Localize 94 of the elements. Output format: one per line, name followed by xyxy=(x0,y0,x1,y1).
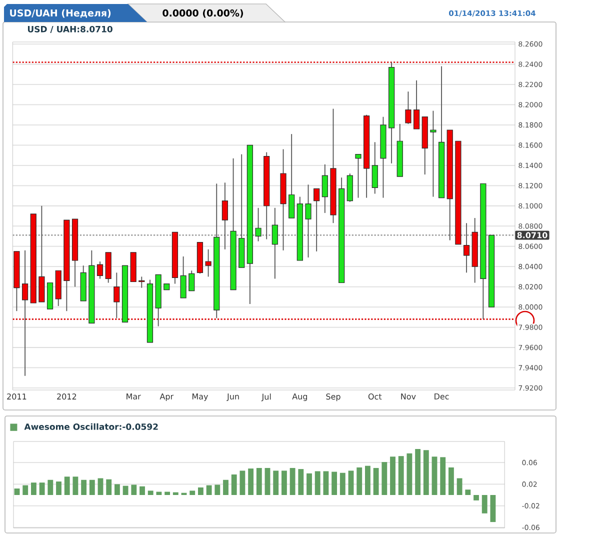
candlestick xyxy=(430,110,436,198)
chart-subtitle: USD / UAH:8.0710 xyxy=(28,26,112,34)
x-tick-label: Jun xyxy=(226,394,239,401)
bar xyxy=(382,462,388,496)
x-tick-label: Nov xyxy=(401,394,416,400)
candlestick xyxy=(288,134,295,218)
x-tick-label: Oct xyxy=(368,394,382,400)
bar xyxy=(440,457,446,496)
bar xyxy=(490,495,496,522)
bar xyxy=(398,456,404,496)
candlestick xyxy=(114,272,120,319)
bar xyxy=(39,482,45,496)
candlestick xyxy=(222,182,228,250)
bar xyxy=(456,478,462,496)
bar xyxy=(415,449,421,496)
bar xyxy=(131,484,137,496)
bar xyxy=(81,480,87,496)
bar xyxy=(206,485,212,496)
legend-label: Awesome Oscillator:-0.0592 xyxy=(24,423,158,430)
bar xyxy=(214,484,220,496)
candlestick xyxy=(96,261,104,280)
bar xyxy=(48,480,54,496)
bar xyxy=(290,468,296,496)
bar xyxy=(198,487,204,496)
bar xyxy=(148,490,154,496)
x-tick-label: May xyxy=(192,394,208,402)
x-tick-label: Apr xyxy=(160,394,174,402)
bar xyxy=(172,492,178,496)
bar xyxy=(314,471,320,496)
candlestick xyxy=(22,250,28,376)
bar xyxy=(323,471,329,496)
bar xyxy=(482,495,488,514)
candlestick xyxy=(255,207,262,242)
chart-title: USD/UAH (Неделя) xyxy=(10,9,111,18)
bar xyxy=(56,481,62,496)
bar xyxy=(190,490,196,496)
x-tick-label: 2011 xyxy=(7,394,26,400)
bar xyxy=(340,472,346,496)
candlestick xyxy=(205,248,212,278)
x-tick-label: Dec xyxy=(434,394,449,400)
bar xyxy=(264,468,270,496)
candlestick xyxy=(372,142,378,194)
candlestick xyxy=(305,184,312,258)
bar xyxy=(248,468,254,496)
bar xyxy=(356,467,362,496)
candlestick xyxy=(314,188,320,252)
candlestick xyxy=(138,276,145,288)
x-tick-label: Mar xyxy=(126,394,141,400)
candlestick xyxy=(405,91,412,124)
candlestick xyxy=(463,222,470,274)
bar xyxy=(364,466,370,496)
text: 0.0000 (0.00%) xyxy=(162,9,244,18)
bar xyxy=(223,480,228,496)
bar xyxy=(432,456,438,496)
bar xyxy=(373,468,379,496)
bar xyxy=(30,482,36,496)
candlestick xyxy=(188,270,195,292)
bar xyxy=(140,486,145,496)
bar xyxy=(281,470,287,496)
bar xyxy=(406,453,412,496)
bar xyxy=(423,450,429,496)
candlestick xyxy=(322,164,328,214)
candlestick xyxy=(413,80,420,130)
bar xyxy=(298,469,304,496)
x-tick-label: Sep xyxy=(326,394,340,402)
ref-line-label: 8.0710 xyxy=(517,232,548,238)
bar xyxy=(348,470,354,496)
candlestick xyxy=(355,154,362,198)
bar xyxy=(98,478,104,496)
x-tick-label: 2012 xyxy=(57,394,76,400)
candlestick xyxy=(180,256,186,298)
bar xyxy=(273,470,279,496)
x-tick-label: Jul xyxy=(261,394,271,402)
bar xyxy=(256,468,262,496)
bar xyxy=(64,476,70,496)
bar xyxy=(72,476,78,496)
bar xyxy=(448,467,454,496)
bar xyxy=(14,488,20,496)
bar xyxy=(156,492,162,496)
bar xyxy=(332,472,338,496)
bar xyxy=(114,484,120,496)
candlestick xyxy=(272,207,278,280)
bar xyxy=(474,495,479,500)
bar xyxy=(122,486,128,496)
bar xyxy=(89,480,95,496)
bar xyxy=(465,490,471,496)
bar xyxy=(306,473,312,496)
bar xyxy=(164,492,170,496)
bar xyxy=(231,474,237,496)
bar xyxy=(106,479,112,496)
bar xyxy=(22,485,28,496)
bar xyxy=(240,470,246,496)
bar xyxy=(390,456,396,496)
x-tick-label: Aug xyxy=(292,394,308,402)
